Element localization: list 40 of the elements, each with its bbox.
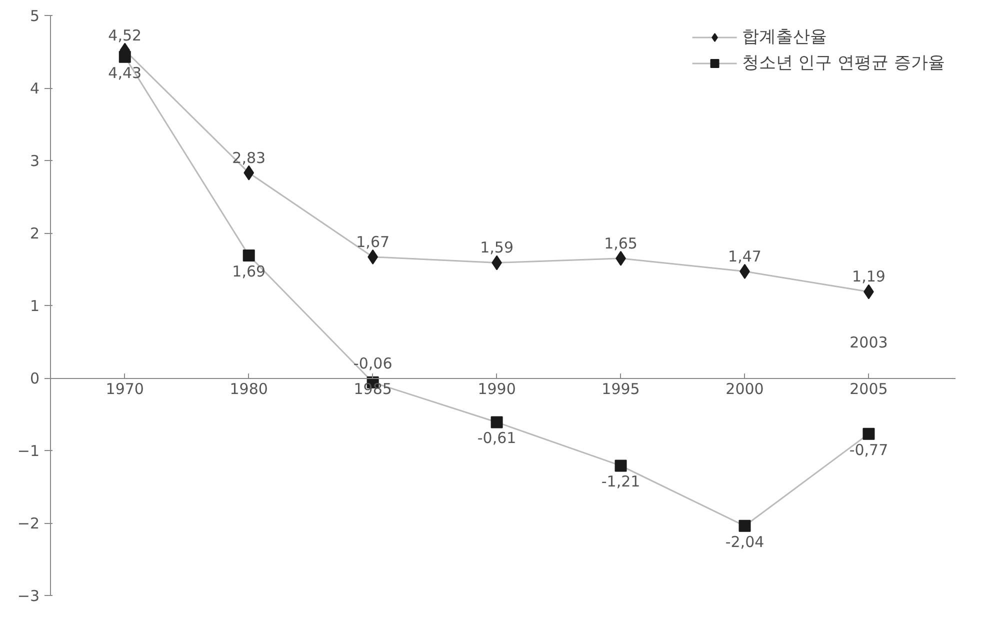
point	[738, 520, 751, 532]
x-tick-label: 1990	[478, 380, 516, 398]
data-label: -2,04	[725, 532, 764, 551]
y-tick-label: −3	[17, 587, 40, 605]
data-label: 1,67	[356, 232, 390, 251]
x-tick-label: 2005	[850, 380, 888, 398]
point	[862, 428, 875, 440]
legend-label: 합계출산율	[742, 26, 827, 48]
data-label: 2,83	[232, 148, 266, 167]
point	[614, 460, 627, 472]
y-tick-label: 1	[30, 297, 40, 315]
y-tick-label: 3	[30, 152, 40, 170]
x-tick-label: 2000	[726, 380, 764, 398]
data-label: 4,52	[108, 26, 142, 44]
point	[242, 249, 255, 262]
data-label: -0,06	[353, 354, 392, 372]
point	[490, 416, 503, 428]
x-tick-label: 1980	[230, 380, 268, 398]
data-label: 1,59	[480, 238, 514, 257]
x-tick-label: 1995	[602, 380, 640, 398]
data-label: -1,21	[601, 472, 640, 491]
point	[244, 165, 254, 180]
data-label: 1,69	[232, 262, 266, 280]
annotation: 2003	[850, 334, 888, 352]
data-label: 1,65	[604, 234, 638, 252]
data-label: 1,19	[852, 268, 886, 286]
y-tick-label: −2	[17, 514, 40, 532]
y-tick-label: −1	[17, 442, 40, 460]
data-label: -0,61	[477, 429, 516, 448]
y-tick-label: 0	[30, 370, 40, 388]
data-label: 4,43	[108, 64, 142, 82]
x-tick-label: 1985	[354, 380, 392, 398]
y-tick-label: 4	[30, 80, 40, 98]
point	[118, 50, 131, 63]
y-tick-label: 5	[30, 7, 40, 25]
data-label: 1,47	[728, 247, 762, 266]
data-label: -0,77	[849, 440, 888, 459]
x-tick-label: 1970	[106, 380, 144, 398]
legend-label: 청소년 인구 연평균 증가율	[742, 52, 945, 74]
y-tick-label: 2	[30, 224, 40, 242]
